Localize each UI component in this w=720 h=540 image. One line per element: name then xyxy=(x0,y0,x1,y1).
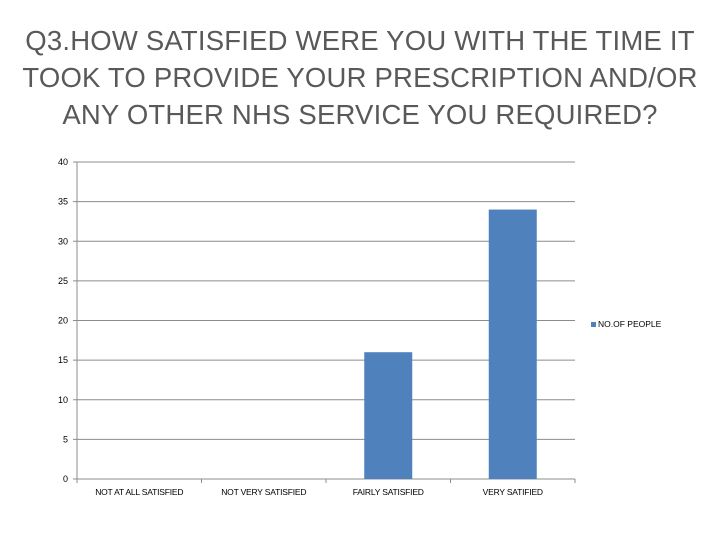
x-tick-label: FAIRLY SATISFIED xyxy=(353,487,424,497)
y-tick-label: 30 xyxy=(58,236,68,246)
y-tick-label: 5 xyxy=(63,434,68,444)
legend-swatch xyxy=(591,322,596,327)
y-tick-label: 15 xyxy=(58,355,68,365)
y-tick-label: 35 xyxy=(58,197,68,207)
y-tick-label: 40 xyxy=(58,157,68,167)
bar xyxy=(364,352,413,479)
legend-label: NO.OF PEOPLE xyxy=(598,319,662,329)
x-tick-label: NOT VERY SATISFIED xyxy=(221,487,306,497)
y-tick-label: 10 xyxy=(58,395,68,405)
x-tick-label: VERY SATIFIED xyxy=(483,487,543,497)
y-tick-label: 25 xyxy=(58,276,68,286)
y-tick-label: 20 xyxy=(58,316,68,326)
bar xyxy=(488,209,537,480)
y-tick-label: 0 xyxy=(63,474,68,484)
x-tick-label: NOT AT ALL SATISFIED xyxy=(95,487,183,497)
slide-title: Q3.HOW SATISFIED WERE YOU WITH THE TIME … xyxy=(22,25,698,130)
